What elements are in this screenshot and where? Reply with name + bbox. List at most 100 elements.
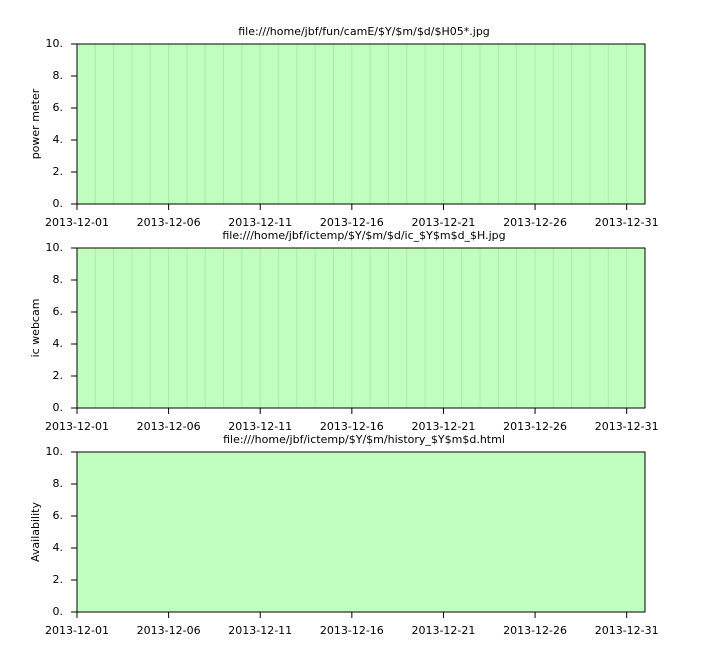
- y-axis-label: ic webcam: [29, 299, 42, 358]
- bar: [497, 43, 518, 205]
- x-tick-label: 2013-12-11: [228, 624, 292, 637]
- bar: [424, 43, 444, 205]
- bar: [186, 43, 206, 205]
- x-tick-label: 2013-12-26: [503, 420, 567, 433]
- plot-frame: [76, 451, 646, 613]
- y-tick-label: 8.: [53, 69, 64, 82]
- bar: [149, 43, 170, 205]
- bar: [406, 43, 426, 205]
- x-tick-label: 2013-12-16: [320, 216, 384, 229]
- x-tick-label: 2013-12-26: [503, 216, 567, 229]
- y-tick-label: 4.: [53, 337, 64, 350]
- y-tick-label: 6.: [53, 101, 64, 114]
- bar: [259, 247, 280, 409]
- x-tick-label: 2013-12-31: [595, 216, 659, 229]
- bar: [204, 247, 225, 409]
- bar: [626, 247, 646, 409]
- bar: [113, 43, 133, 205]
- bar: [131, 247, 151, 409]
- bar: [461, 247, 481, 409]
- bar: [479, 247, 499, 409]
- bar: [223, 43, 243, 205]
- bar: [278, 43, 298, 205]
- chart-title: file:///home/jbf/fun/camE/$Y/$m/$d/$H05*…: [238, 25, 490, 38]
- y-tick-label: 0.: [53, 605, 64, 618]
- bar: [278, 247, 298, 409]
- bar: [168, 43, 188, 205]
- x-tick-label: 2013-12-01: [45, 216, 109, 229]
- bar: [369, 43, 389, 205]
- x-tick-label: 2013-12-16: [320, 624, 384, 637]
- bar: [131, 43, 151, 205]
- y-tick-label: 6.: [53, 305, 64, 318]
- bar: [626, 43, 646, 205]
- bar: [571, 43, 591, 205]
- bar: [589, 247, 609, 409]
- bar: [351, 43, 371, 205]
- y-tick-label: 6.: [53, 509, 64, 522]
- bar: [186, 247, 206, 409]
- bar: [76, 43, 96, 205]
- bar: [333, 247, 353, 409]
- bar: [223, 247, 243, 409]
- bar: [607, 247, 628, 409]
- y-tick-label: 10.: [46, 445, 64, 458]
- bar: [516, 247, 536, 409]
- bar: [552, 247, 573, 409]
- bar: [607, 43, 628, 205]
- bar: [442, 43, 463, 205]
- bar: [479, 43, 499, 205]
- bar: [94, 43, 115, 205]
- x-tick-label: 2013-12-16: [320, 420, 384, 433]
- bar: [241, 43, 261, 205]
- bar: [259, 43, 280, 205]
- x-tick-label: 2013-12-01: [45, 624, 109, 637]
- x-tick-label: 2013-12-06: [137, 420, 201, 433]
- y-tick-label: 0.: [53, 401, 64, 414]
- bar: [534, 43, 554, 205]
- bar: [314, 247, 335, 409]
- area: [77, 452, 645, 612]
- bar: [351, 247, 371, 409]
- bar: [534, 247, 554, 409]
- bar: [333, 43, 353, 205]
- bar: [516, 43, 536, 205]
- bar: [387, 247, 408, 409]
- bar: [552, 43, 573, 205]
- bar: [241, 247, 261, 409]
- bar: [571, 247, 591, 409]
- y-tick-label: 8.: [53, 273, 64, 286]
- chart-title: file:///home/jbf/ictemp/$Y/$m/$d/ic_$Y$m…: [222, 229, 505, 242]
- bar: [461, 43, 481, 205]
- x-tick-label: 2013-12-31: [595, 624, 659, 637]
- x-tick-label: 2013-12-06: [137, 216, 201, 229]
- x-tick-label: 2013-12-11: [228, 216, 292, 229]
- y-axis-label: power meter: [29, 88, 42, 159]
- y-tick-label: 2.: [53, 573, 64, 586]
- bar: [387, 43, 408, 205]
- x-tick-label: 2013-12-11: [228, 420, 292, 433]
- y-tick-label: 4.: [53, 541, 64, 554]
- y-tick-label: 2.: [53, 369, 64, 382]
- x-tick-label: 2013-12-06: [137, 624, 201, 637]
- bar: [204, 43, 225, 205]
- x-tick-label: 2013-12-21: [411, 420, 475, 433]
- x-tick-label: 2013-12-26: [503, 624, 567, 637]
- y-tick-label: 10.: [46, 37, 64, 50]
- bar: [442, 247, 463, 409]
- bar: [406, 247, 426, 409]
- bar: [168, 247, 188, 409]
- bar: [424, 247, 444, 409]
- x-tick-label: 2013-12-21: [411, 216, 475, 229]
- y-axis-label: Availability: [29, 502, 42, 562]
- bar: [76, 247, 96, 409]
- y-tick-label: 0.: [53, 197, 64, 210]
- y-tick-label: 10.: [46, 241, 64, 254]
- y-tick-label: 2.: [53, 165, 64, 178]
- x-tick-label: 2013-12-01: [45, 420, 109, 433]
- x-tick-label: 2013-12-31: [595, 420, 659, 433]
- plot-frame: [76, 247, 646, 409]
- bar: [589, 43, 609, 205]
- bar: [113, 247, 133, 409]
